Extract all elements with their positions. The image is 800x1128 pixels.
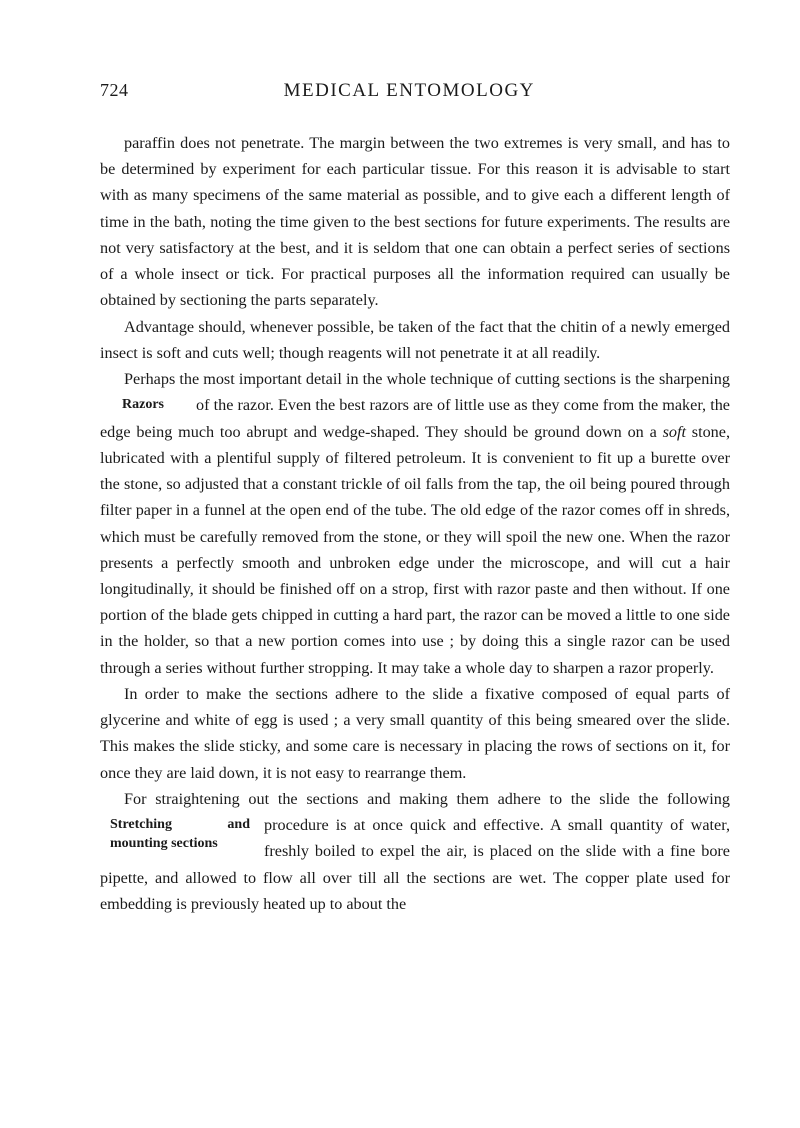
italic-term: soft [663, 423, 686, 441]
running-header: 724 MEDICAL ENTOMOLOGY [100, 80, 730, 102]
body-paragraph: In order to make the sections adhere to … [100, 681, 730, 786]
book-page: 724 MEDICAL ENTOMOLOGY paraffin does not… [100, 80, 730, 917]
body-paragraph: Advantage should, whenever possible, be … [100, 314, 730, 366]
text-run: ground down on a [534, 423, 662, 441]
body-paragraph: Perhaps the most important detail in the… [100, 366, 730, 681]
body-paragraph: paraffin does not penetrate. The margin … [100, 130, 730, 314]
body-paragraph: For straightening out the sections and m… [100, 786, 730, 917]
margin-sidenote: Stretching and mounting sections [110, 816, 250, 854]
text-run: stone, lubricated with a plentiful suppl… [100, 423, 730, 677]
running-title: MEDICAL ENTOMOLOGY [89, 80, 731, 102]
margin-sidenote: Razors [122, 396, 182, 415]
